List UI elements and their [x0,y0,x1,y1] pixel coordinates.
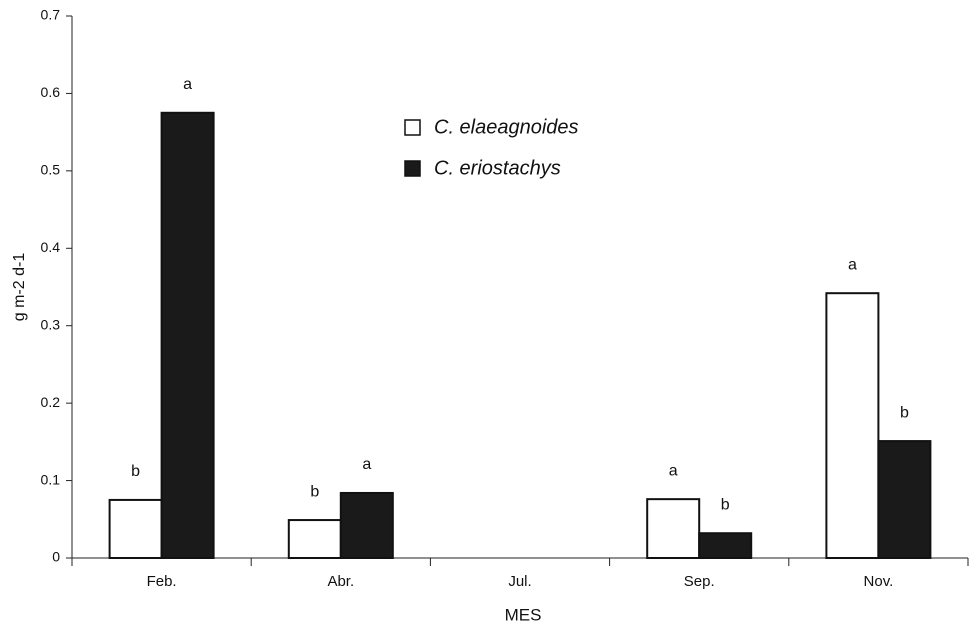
bar [825,292,880,559]
bar [698,532,753,559]
significance-letter: b [131,463,140,480]
significance-letter: b [310,483,319,500]
y-tick-label: 0.4 [41,239,61,255]
bar [108,498,163,559]
y-tick-label: 0 [52,549,60,565]
y-axis-label: g m-2 d-1 [11,253,28,322]
y-tick-label: 0.3 [41,316,61,332]
y-tick-label: 0.2 [41,394,61,410]
x-axis-label: MES [505,605,542,624]
significance-letter: a [362,456,371,473]
x-tick-label: Jul. [508,573,531,590]
x-tick-label: Feb. [147,573,177,590]
significance-letter: a [183,76,192,93]
y-tick-label: 0.1 [41,471,61,487]
legend-swatch [404,119,421,136]
x-tick-label: Sep. [684,573,715,590]
bar [339,491,394,559]
legend-label: C. eriostachys [434,157,561,179]
significance-letter: a [848,256,857,273]
legend-label: C. elaeagnoides [434,116,579,138]
y-tick-label: 0.5 [41,162,61,178]
legend-swatch [404,160,421,177]
significance-letter: b [721,496,730,513]
x-tick-label: Nov. [864,573,894,590]
bar [287,519,342,559]
significance-letter: b [900,404,909,421]
bar [160,111,215,560]
bar [877,440,932,559]
x-tick-label: Abr. [327,573,354,590]
significance-letter: a [669,462,678,479]
y-tick-label: 0.6 [41,84,61,100]
y-tick-label: 0.7 [41,7,61,23]
bar [646,498,701,560]
